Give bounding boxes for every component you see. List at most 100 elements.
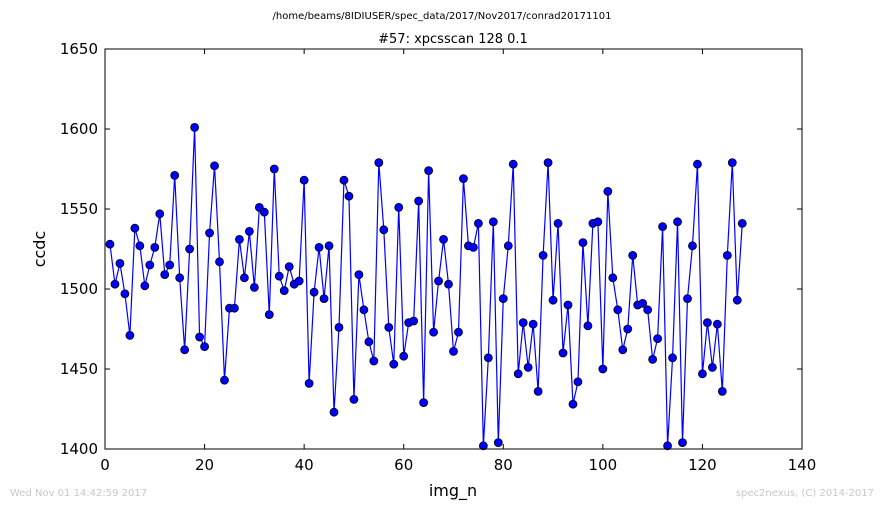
data-point <box>180 345 190 355</box>
data-point <box>603 186 613 196</box>
data-point <box>498 294 508 304</box>
data-point <box>568 399 578 409</box>
data-point <box>493 438 503 448</box>
data-point <box>563 300 573 310</box>
data-point <box>319 294 329 304</box>
data-point <box>379 225 389 235</box>
data-point <box>543 158 553 168</box>
data-point <box>678 438 687 448</box>
data-point <box>653 334 663 344</box>
data-point <box>593 217 603 227</box>
data-point <box>264 310 274 320</box>
data-point <box>683 294 692 304</box>
y-axis-label: ccdc <box>30 231 49 268</box>
y-tick-label: 1650 <box>60 40 98 58</box>
data-point <box>334 322 344 332</box>
data-point <box>140 281 150 291</box>
data-point <box>339 175 349 185</box>
data-point <box>170 170 180 180</box>
data-point <box>274 271 284 281</box>
data-point <box>215 257 224 267</box>
data-point <box>508 159 518 169</box>
data-point <box>513 369 523 379</box>
data-point <box>668 353 677 363</box>
data-point <box>105 239 115 249</box>
figure-suptitle: /home/beams/8IDIUSER/spec_data/2017/Nov2… <box>273 11 612 22</box>
data-point <box>150 242 160 252</box>
data-point <box>145 260 155 270</box>
data-point <box>548 295 558 305</box>
data-point <box>483 353 493 363</box>
data-point <box>558 348 568 358</box>
data-point <box>488 217 498 227</box>
y-tick-label: 1600 <box>60 120 98 138</box>
x-tick-label: 120 <box>688 456 717 474</box>
data-point <box>364 337 374 347</box>
data-point <box>349 394 359 404</box>
x-tick-label: 140 <box>788 456 817 474</box>
data-point <box>235 234 244 244</box>
data-point <box>573 377 583 387</box>
data-point <box>444 279 453 289</box>
data-point <box>409 316 419 326</box>
data-point <box>623 324 633 334</box>
data-point <box>533 386 543 396</box>
data-point <box>230 303 239 313</box>
data-point <box>648 354 658 364</box>
data-point <box>120 289 130 299</box>
data-point <box>553 218 563 228</box>
data-point <box>429 327 438 337</box>
x-tick-label: 40 <box>295 456 314 474</box>
data-point <box>722 250 732 260</box>
data-point <box>155 209 165 219</box>
data-point <box>523 362 533 372</box>
data-point <box>244 226 254 236</box>
data-point <box>314 242 324 252</box>
data-point <box>344 191 354 201</box>
data-point <box>717 386 727 396</box>
y-tick-label: 1500 <box>60 280 98 298</box>
data-point <box>304 378 314 388</box>
data-point <box>249 282 259 292</box>
data-point <box>737 218 747 228</box>
data-point <box>419 398 429 408</box>
axis-ticks: 0 20 40 60 80 100 120 140 1400 1450 1500 1550 1600 16… <box>60 40 817 474</box>
x-tick-label: 60 <box>394 456 413 474</box>
data-point <box>454 327 463 337</box>
data-point <box>459 174 468 184</box>
data-point <box>628 250 638 260</box>
data-point <box>424 166 434 176</box>
data-point <box>673 217 682 227</box>
series-line <box>109 127 743 446</box>
data-point <box>205 228 214 238</box>
data-point <box>518 318 528 328</box>
timestamp-footer: Wed Nov 01 14:42:59 2017 <box>10 488 148 499</box>
x-tick-label: 0 <box>100 456 110 474</box>
data-point <box>195 332 204 342</box>
data-point <box>473 218 483 228</box>
data-point <box>618 345 628 355</box>
data-point <box>279 286 289 296</box>
data-point <box>329 407 339 417</box>
data-point <box>638 298 648 308</box>
data-point <box>284 262 294 272</box>
y-tick-label: 1450 <box>60 360 98 378</box>
data-point <box>359 305 369 315</box>
data-point <box>528 319 538 329</box>
data-point <box>414 196 424 206</box>
data-point <box>384 322 394 332</box>
data-point <box>200 342 209 352</box>
data-point <box>732 295 742 305</box>
data-point <box>439 234 448 244</box>
data-point <box>210 161 219 171</box>
data-point <box>598 364 608 374</box>
chart-title: #57: xpcsscan 128 0.1 <box>378 32 528 47</box>
data-point <box>374 158 384 168</box>
data-point <box>469 242 478 252</box>
data-point <box>703 318 712 328</box>
y-tick-label: 1550 <box>60 200 98 218</box>
data-point <box>478 441 488 451</box>
x-tick-label: 100 <box>589 456 618 474</box>
data-point <box>693 159 702 169</box>
